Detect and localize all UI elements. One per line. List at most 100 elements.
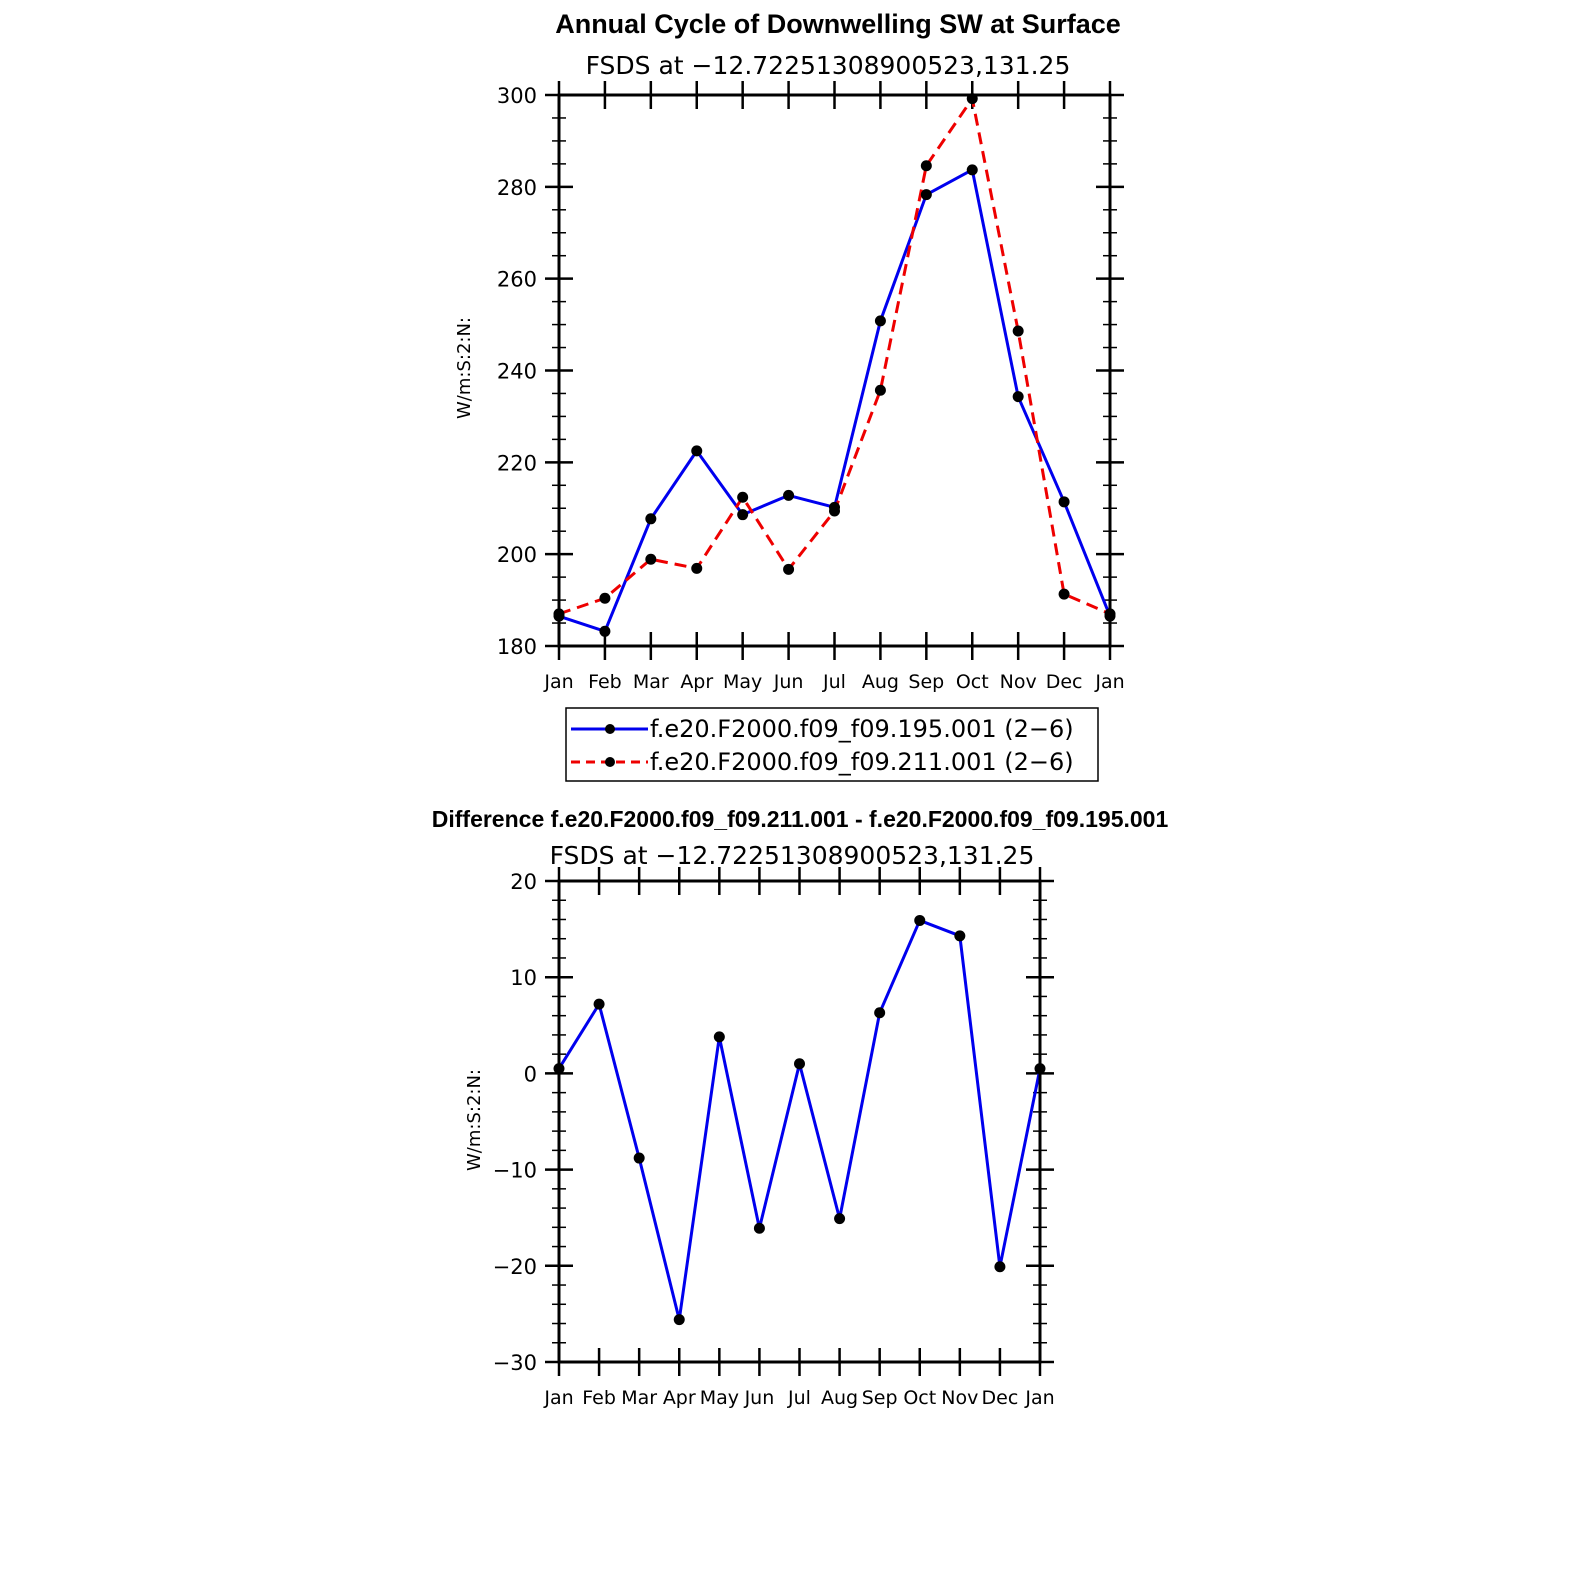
data-point — [673, 1314, 685, 1326]
x-tick-label: Jan — [543, 671, 573, 693]
data-point — [737, 491, 749, 503]
y-tick-label: 200 — [497, 543, 537, 567]
chart-subtitle: FSDS at −12.72251308900523,131.25 — [550, 841, 1035, 870]
x-tick-labels: Jan Feb Mar Apr May Jun Jul Aug Sep Oct Nov Dec Jan — [543, 1387, 1054, 1409]
y-tick-labels: 180 200 220 240 260 280 300 — [497, 84, 537, 659]
data-point — [874, 315, 886, 327]
y-tick-label: 260 — [497, 268, 537, 292]
x-tick-label: Jul — [787, 1387, 811, 1409]
legend-label-series-2: f.e20.F2000.f09_f09.211.001 (2−6) — [650, 748, 1074, 776]
y-tick-label: 280 — [497, 176, 537, 200]
data-point — [834, 1213, 846, 1225]
data-point — [691, 562, 703, 574]
data-point — [713, 1031, 725, 1043]
data-point — [691, 445, 703, 457]
y-tick-label: 220 — [497, 451, 537, 475]
data-point — [783, 563, 795, 575]
x-tick-label: Feb — [582, 1387, 616, 1409]
data-point — [593, 998, 605, 1010]
axis-ticks — [545, 867, 1054, 1376]
data-point — [966, 164, 978, 176]
series-line-1 — [557, 918, 1042, 1322]
axis-ticks — [545, 81, 1124, 660]
data-point — [920, 160, 932, 172]
x-tick-label: Apr — [680, 671, 713, 693]
x-tick-labels: Jan Feb Mar Apr May Jun Jul Aug Sep Oct Nov Dec Jan — [543, 671, 1124, 693]
data-point — [794, 1058, 805, 1070]
x-tick-label: Mar — [621, 1387, 657, 1409]
plot-frame — [557, 93, 1112, 648]
legend-marker-series-2 — [605, 757, 615, 767]
x-tick-label: Nov — [1000, 671, 1037, 693]
annual-cycle-chart: Annual Cycle of Downwelling SW at Surfac… — [454, 9, 1125, 782]
x-tick-label: Jul — [822, 671, 846, 693]
data-point — [783, 489, 795, 501]
data-point — [599, 625, 611, 637]
plot-frame — [557, 879, 1042, 1364]
x-tick-label: Aug — [821, 1387, 858, 1409]
data-point — [737, 509, 749, 521]
x-tick-label: Oct — [956, 671, 989, 693]
chart-title: Difference f.e20.F2000.f09_f09.211.001 -… — [432, 806, 1169, 832]
data-point — [954, 930, 966, 942]
x-tick-label: Dec — [982, 1387, 1019, 1409]
series-markers — [553, 93, 1116, 637]
x-tick-label: Sep — [908, 671, 944, 693]
y-tick-label: 180 — [497, 635, 537, 659]
data-point — [920, 189, 932, 201]
data-point — [1012, 391, 1024, 403]
data-point — [633, 1152, 645, 1164]
x-tick-label: Nov — [941, 1387, 978, 1409]
data-point — [1058, 496, 1070, 508]
data-point — [1058, 588, 1070, 600]
series-lines — [557, 918, 1042, 1322]
series-line-2 — [558, 97, 1111, 616]
data-point — [645, 513, 657, 525]
y-tick-label: −30 — [493, 1351, 537, 1375]
y-tick-label: 10 — [510, 966, 537, 990]
data-point — [829, 505, 840, 517]
y-tick-label: −20 — [493, 1255, 537, 1279]
x-tick-label: May — [700, 1387, 739, 1409]
data-point — [599, 592, 611, 604]
legend-box — [565, 707, 1099, 782]
x-tick-label: Sep — [862, 1387, 898, 1409]
y-tick-label: 240 — [497, 360, 537, 384]
x-tick-label: Oct — [903, 1387, 936, 1409]
x-tick-label: Mar — [633, 671, 669, 693]
legend: f.e20.F2000.f09_f09.195.001 (2−6) f.e20.… — [565, 707, 1099, 782]
data-point — [874, 1007, 886, 1019]
y-tick-labels: −30 −20 −10 0 10 20 — [493, 870, 537, 1375]
data-point — [874, 384, 886, 396]
chart-subtitle: FSDS at −12.72251308900523,131.25 — [586, 51, 1071, 80]
difference-chart: Difference f.e20.F2000.f09_f09.211.001 -… — [432, 806, 1169, 1409]
legend-marker-series-1 — [605, 724, 615, 734]
x-tick-label: Jan — [543, 1387, 573, 1409]
data-point — [753, 1222, 765, 1234]
x-tick-label: Feb — [588, 671, 622, 693]
y-tick-label: 20 — [510, 870, 537, 894]
series-lines — [558, 97, 1112, 633]
y-axis-label: W/m:S:2:N: — [464, 1069, 485, 1171]
y-tick-label: 0 — [524, 1062, 537, 1086]
x-tick-label: Apr — [663, 1387, 696, 1409]
y-axis-label: W/m:S:2:N: — [454, 317, 475, 419]
data-point — [1012, 325, 1024, 337]
y-tick-label: −10 — [493, 1159, 537, 1183]
x-tick-label: Jan — [1094, 671, 1124, 693]
x-tick-label: May — [723, 671, 762, 693]
data-point — [994, 1261, 1006, 1273]
data-point — [645, 553, 657, 565]
x-tick-label: Aug — [862, 671, 899, 693]
x-tick-label: Dec — [1046, 671, 1083, 693]
series-line-1 — [558, 168, 1112, 633]
data-point — [914, 914, 926, 926]
y-tick-label: 300 — [497, 84, 537, 108]
x-tick-label: Jan — [1024, 1387, 1054, 1409]
x-tick-label: Jun — [744, 1387, 775, 1409]
legend-label-series-1: f.e20.F2000.f09_f09.195.001 (2−6) — [650, 715, 1074, 743]
x-tick-label: Jun — [773, 671, 804, 693]
series-markers — [553, 914, 1046, 1326]
chart-title: Annual Cycle of Downwelling SW at Surfac… — [555, 9, 1121, 39]
